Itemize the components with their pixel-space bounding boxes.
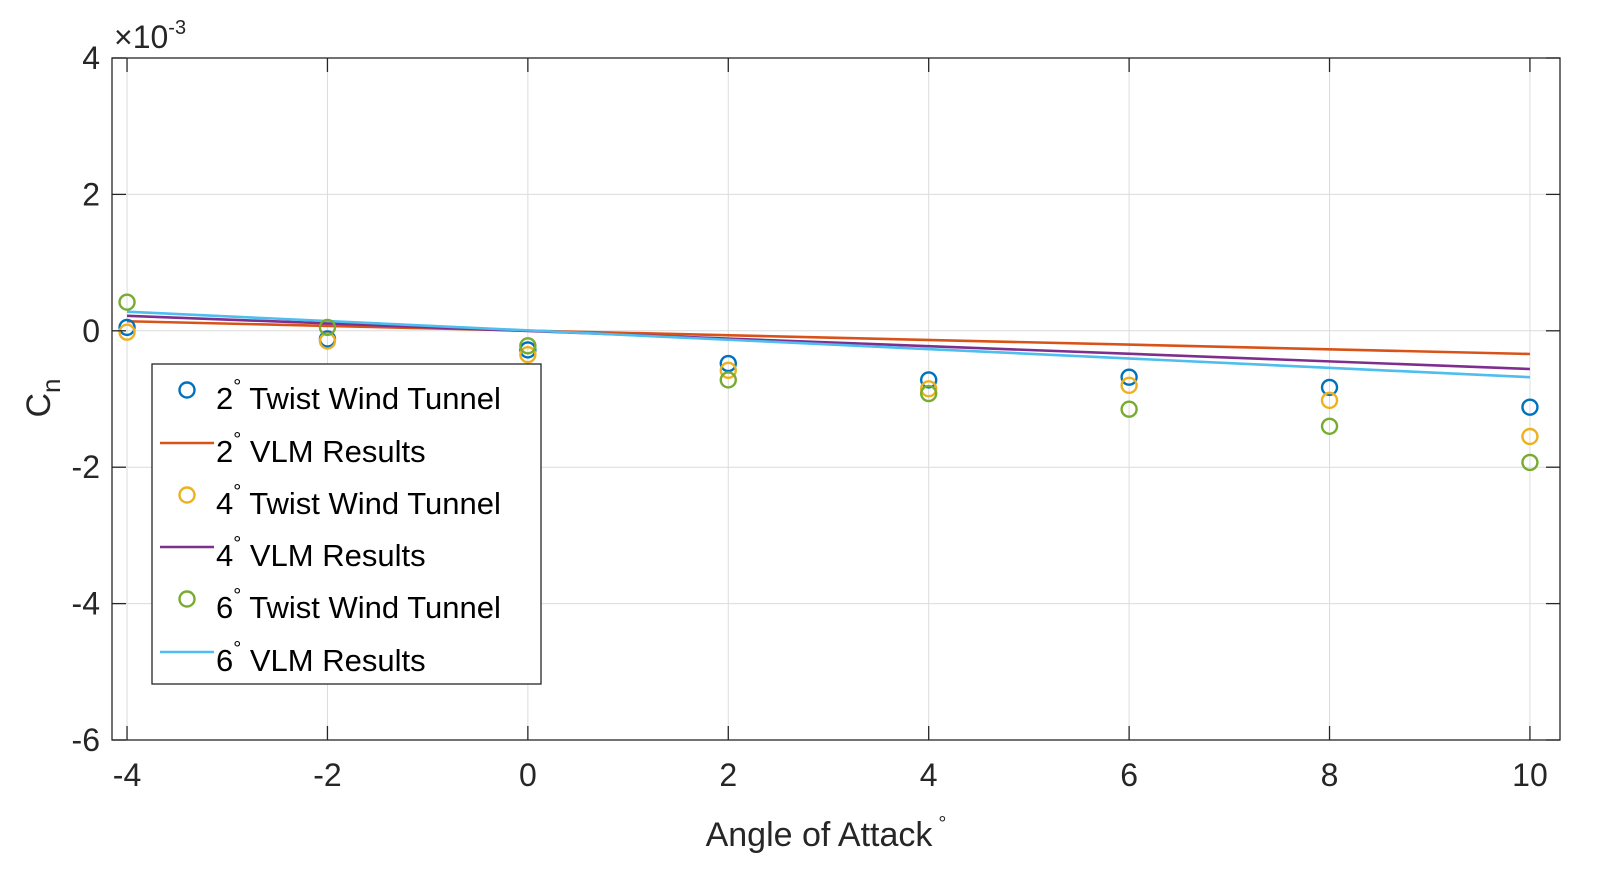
x-tick-label: 6 xyxy=(1120,757,1138,793)
data-point-2 xyxy=(719,361,737,380)
data-point-4 xyxy=(719,371,737,389)
legend-entry-number: 2 xyxy=(216,381,233,416)
data-point-4 xyxy=(1120,400,1138,418)
data-point-0 xyxy=(1521,398,1539,416)
data-point-2 xyxy=(1120,376,1138,395)
legend-swatch-2 xyxy=(178,486,196,504)
legend-entry-1: 2° VLM Results xyxy=(216,429,426,469)
series-line-3 xyxy=(126,314,1530,371)
legend-entry-number: 4 xyxy=(216,538,233,573)
data-point-0 xyxy=(1120,368,1138,386)
legend-entry-degree: ° xyxy=(233,429,241,451)
x-axis-label-text: Angle of Attack xyxy=(706,816,934,854)
data-point-2 xyxy=(318,332,337,350)
data-point-4 xyxy=(1521,453,1539,472)
legend-entry-degree: ° xyxy=(233,638,241,660)
y-exponent-prefix: ×10 xyxy=(114,19,168,55)
legend-entry-3: 4° VLM Results xyxy=(216,533,426,573)
series-line-5 xyxy=(126,310,1530,379)
x-tick-label: -2 xyxy=(313,757,341,793)
legend-entry-label: VLM Results xyxy=(241,434,425,469)
y-exponent-value: -3 xyxy=(168,17,186,39)
data-point-4 xyxy=(318,318,337,337)
legend-entry-label: VLM Results xyxy=(241,538,425,573)
legend-entry-2: 4° Twist Wind Tunnel xyxy=(216,481,501,521)
legend-entry-number: 6 xyxy=(216,643,233,678)
data-point-4 xyxy=(519,337,537,355)
series-line-1 xyxy=(127,319,1530,356)
data-point-4 xyxy=(118,293,136,311)
legend-entry-degree: ° xyxy=(233,481,241,503)
y-tick-label: 4 xyxy=(82,40,100,76)
markers xyxy=(118,293,1539,472)
y-tick-label: -2 xyxy=(72,449,100,485)
data-point-2 xyxy=(519,345,537,364)
vlm-lines xyxy=(126,310,1530,379)
y-axis-label-subscript: n xyxy=(36,378,66,392)
y-tick-label: -4 xyxy=(72,586,100,622)
y-tick-label: -6 xyxy=(72,722,100,758)
legend-entry-label: Twist Wind Tunnel xyxy=(241,590,501,625)
data-point-0 xyxy=(719,354,737,373)
legend-swatch-4 xyxy=(178,590,196,608)
y-tick-label: 2 xyxy=(82,176,100,212)
legend-entry-4: 6° Twist Wind Tunnel xyxy=(216,585,501,625)
legend-swatch-0 xyxy=(178,381,196,399)
data-point-4 xyxy=(1320,417,1339,435)
data-point-2 xyxy=(118,323,136,341)
legend-entry-number: 2 xyxy=(216,434,233,469)
legend-box xyxy=(151,363,542,685)
x-tick-label: 2 xyxy=(719,757,737,793)
data-point-0 xyxy=(919,371,938,389)
legend-entry-5: 6° VLM Results xyxy=(216,638,426,678)
data-point-0 xyxy=(118,318,136,337)
y-axis-label-text: C xyxy=(20,393,58,418)
y-tick-labels: -6 -4 -2 0 2 4 xyxy=(72,40,100,758)
legend-entry-label: VLM Results xyxy=(241,643,425,678)
data-point-2 xyxy=(919,380,938,398)
ticks xyxy=(112,57,1560,741)
data-point-4 xyxy=(919,384,938,403)
legend-entry-label: Twist Wind Tunnel xyxy=(241,381,501,416)
legend-entry-degree: ° xyxy=(233,533,241,555)
x-tick-labels: -4 -2 0 2 4 6 8 10 xyxy=(113,757,1548,793)
y-exponent-label: ×10-3 xyxy=(114,17,186,55)
legend-entry-number: 4 xyxy=(216,486,233,521)
legend-entry-label: Twist Wind Tunnel xyxy=(241,486,501,521)
legend-entry-number: 6 xyxy=(216,590,233,625)
legend-entry-degree: ° xyxy=(233,585,241,607)
x-tick-label: 10 xyxy=(1512,757,1548,793)
x-tick-label: 0 xyxy=(519,757,537,793)
x-tick-label: 4 xyxy=(920,757,938,793)
y-axis-label: Cn xyxy=(20,378,66,417)
x-tick-label: -4 xyxy=(113,757,141,793)
y-tick-label: 0 xyxy=(82,313,100,349)
x-tick-label: 8 xyxy=(1321,757,1339,793)
x-axis-label-degree: ° xyxy=(938,813,946,835)
data-point-2 xyxy=(1320,391,1339,410)
data-point-2 xyxy=(1521,427,1539,446)
legend-entry-0: 2° Twist Wind Tunnel xyxy=(216,376,501,416)
data-point-0 xyxy=(1320,378,1339,397)
plot-frame xyxy=(111,57,1561,741)
x-axis-label: Angle of Attack ° xyxy=(706,813,947,854)
legend-entry-degree: ° xyxy=(233,376,241,398)
